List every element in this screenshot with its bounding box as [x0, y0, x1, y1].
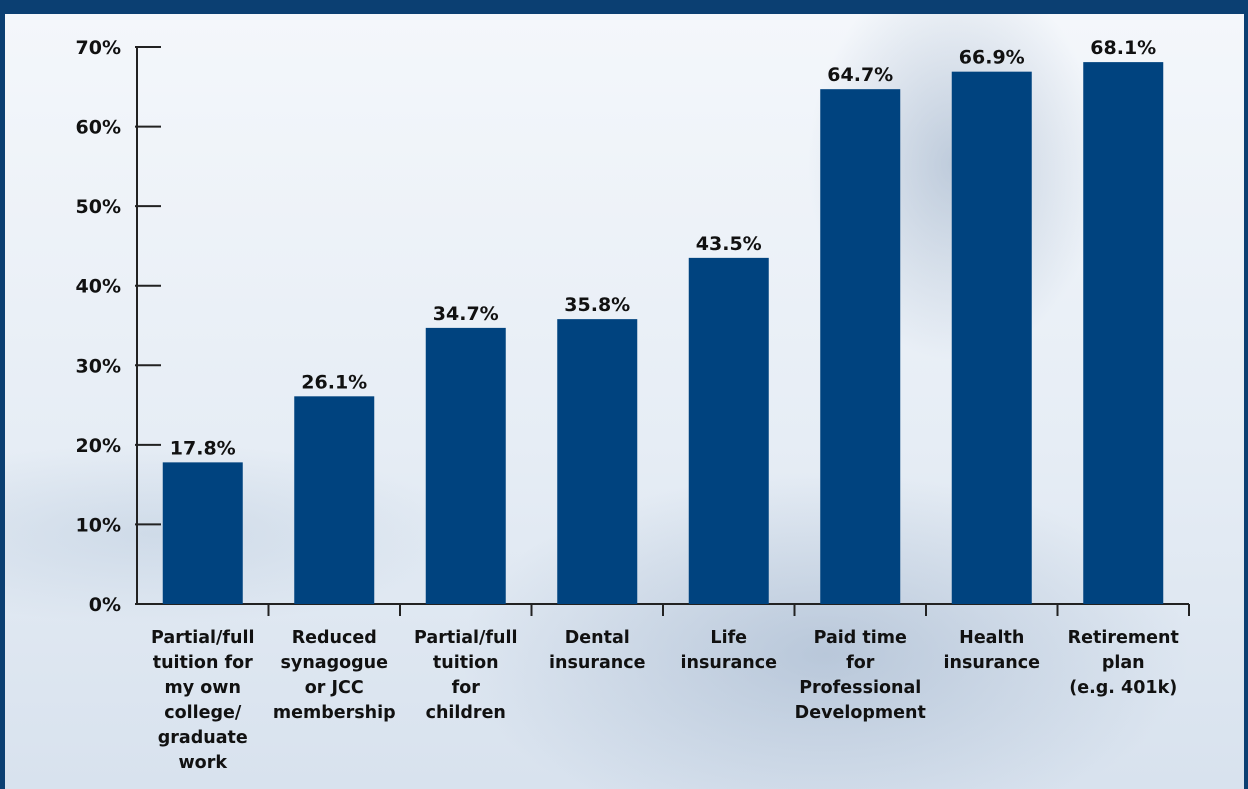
category-label-line: Life	[710, 628, 747, 648]
category-label-line: Paid time	[814, 628, 907, 648]
category-label: Partial/full tuition for my own college/gra…	[151, 628, 254, 773]
bar-value-label: 64.7%	[827, 64, 893, 86]
y-tick-label: 70%	[76, 37, 121, 59]
bar	[425, 327, 506, 604]
bar-value-label: 17.8%	[170, 437, 236, 459]
y-tick-label: 0%	[89, 594, 121, 616]
category-label-line: membership	[273, 703, 396, 723]
category-label: Paid time for Professional Development	[795, 628, 926, 723]
bar	[294, 396, 375, 604]
y-tick-label: 30%	[76, 355, 121, 377]
category-label-line: Dental	[565, 628, 630, 648]
bar-value-label: 35.8%	[564, 294, 630, 316]
category-label-line: graduate	[158, 728, 248, 748]
bar	[820, 89, 901, 605]
bar-value-label: 43.5%	[696, 233, 762, 255]
bar	[162, 462, 243, 604]
category-label-line: plan	[1102, 653, 1145, 673]
bar-value-label: 34.7%	[433, 303, 499, 325]
category-label: Partial/full tuition for children	[414, 628, 517, 723]
y-tick-label: 10%	[76, 514, 121, 536]
category-label-line: for	[846, 653, 875, 673]
category-label: Reduced synagogue or JCC membership	[273, 628, 396, 723]
category-label-line: my own	[165, 678, 241, 698]
category-label: Life insurance	[681, 628, 778, 673]
category-label-line: Retirement	[1068, 628, 1179, 648]
category-label-line: or JCC	[305, 678, 364, 698]
category-label-line: for	[452, 678, 481, 698]
category-label-line: tuition for	[153, 653, 253, 673]
category-label-line: Health	[959, 628, 1024, 648]
category-label-line: tuition	[433, 653, 499, 673]
bar	[1083, 62, 1164, 604]
bar-value-label: 68.1%	[1090, 37, 1156, 59]
category-label: Health insurance	[944, 628, 1041, 673]
category-label-line: Development	[795, 703, 926, 723]
bar	[557, 319, 638, 604]
y-tick-label: 40%	[76, 276, 121, 298]
category-label-line: Professional	[799, 678, 921, 698]
category-label-line: synagogue	[281, 653, 389, 673]
category-label-line: Reduced	[292, 628, 377, 648]
category-label-line: children	[426, 703, 506, 723]
category-label-line: insurance	[681, 653, 778, 673]
category-label-line: Partial/full	[414, 628, 517, 648]
bar-value-label: 26.1%	[301, 371, 367, 393]
category-label-line: (e.g. 401k)	[1069, 678, 1177, 698]
y-tick-label: 20%	[76, 435, 121, 457]
category-label-line: Partial/full	[151, 628, 254, 648]
bar	[951, 71, 1032, 605]
bar	[688, 257, 769, 604]
y-tick-label: 60%	[76, 117, 121, 139]
bar-value-label: 66.9%	[959, 47, 1025, 69]
bar-chart: 0% 10% 20% 30% 40% 50% 60% 70% 17.8% Partial/full…	[76, 37, 1190, 773]
category-label: Dental insurance	[549, 628, 646, 673]
y-tick-label: 50%	[76, 196, 121, 218]
category-label-line: insurance	[944, 653, 1041, 673]
category-label: Retirement plan (e.g. 401k)	[1068, 628, 1179, 698]
category-label-line: insurance	[549, 653, 646, 673]
category-label-line: college/	[164, 703, 242, 723]
category-label-line: work	[179, 753, 228, 773]
